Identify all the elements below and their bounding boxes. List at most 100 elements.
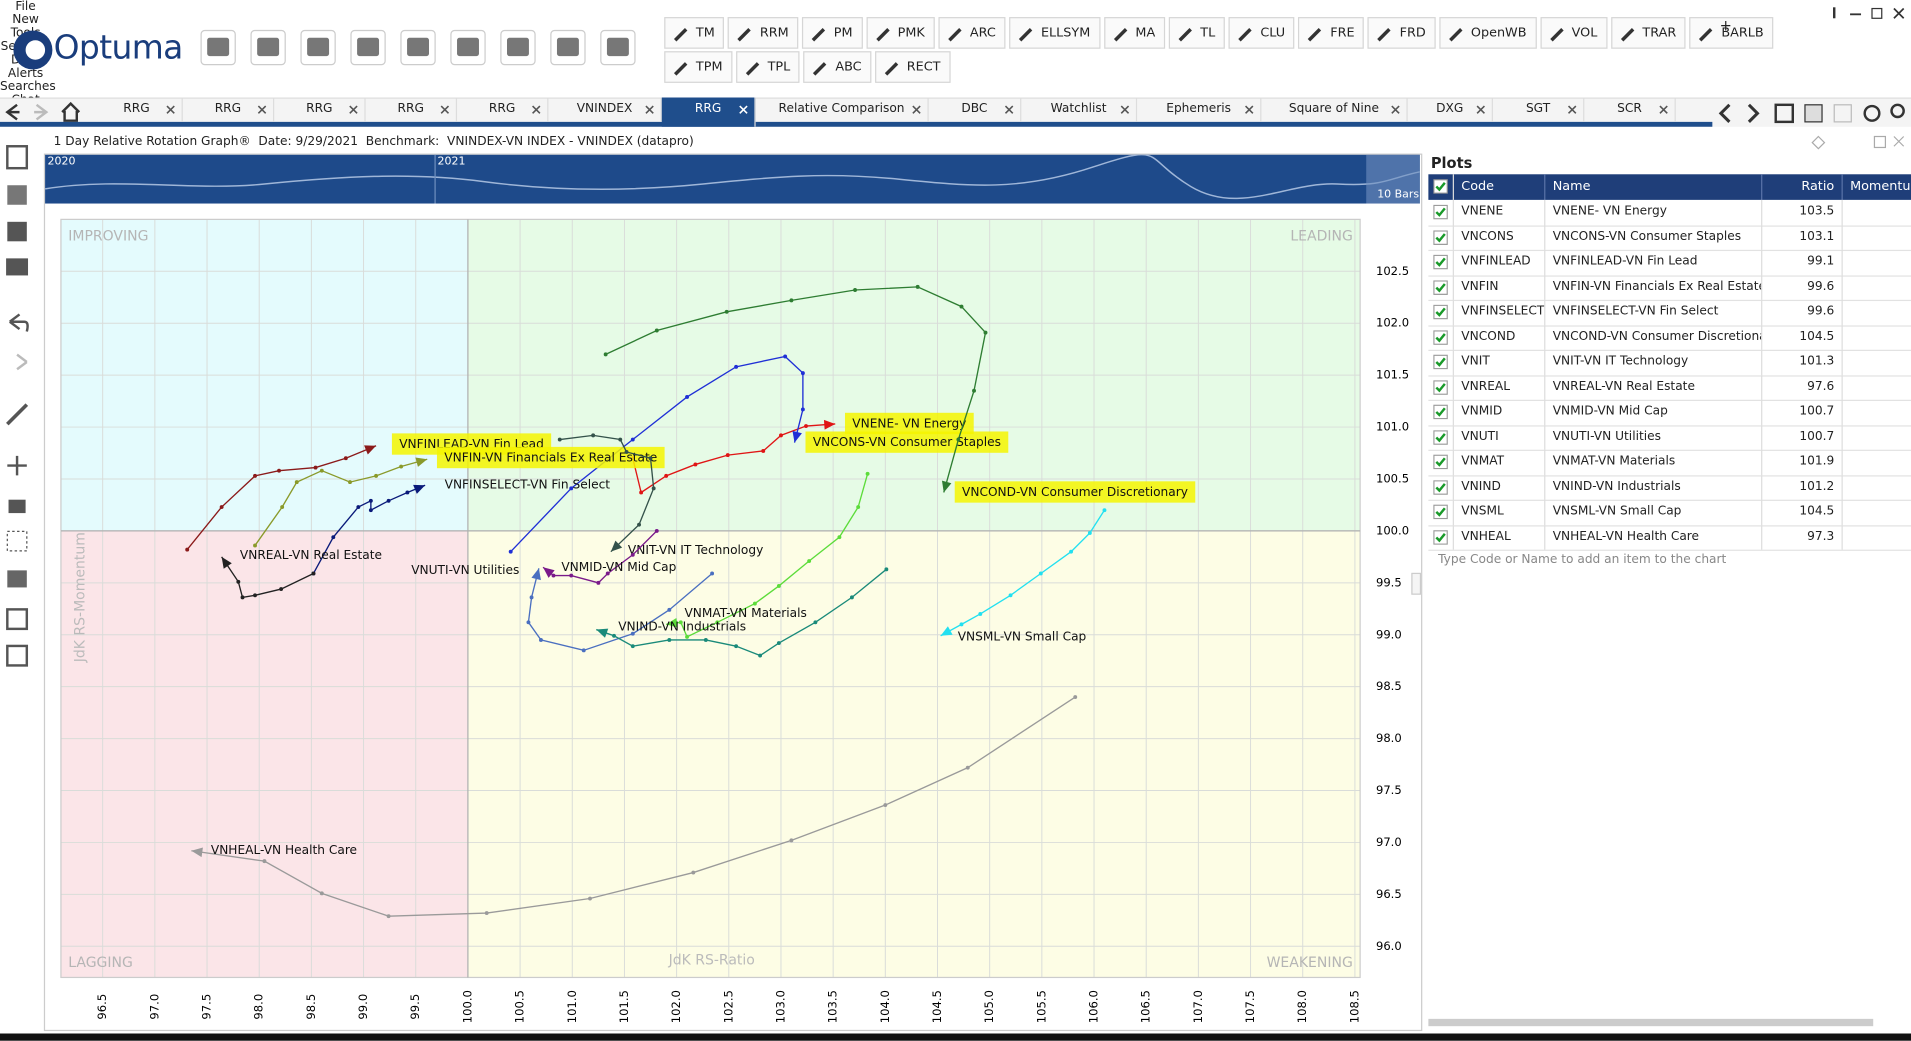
button-icon[interactable] xyxy=(497,27,538,68)
button-icon[interactable] xyxy=(347,27,388,68)
checkbox[interactable] xyxy=(1433,329,1448,345)
timeline[interactable] xyxy=(45,154,1420,204)
table-row[interactable]: VNMID VNMID-VN Mid Cap 100.7 xyxy=(1428,399,1911,426)
tab-close[interactable] xyxy=(645,105,655,115)
checkbox[interactable] xyxy=(1433,404,1448,420)
window-controls[interactable] xyxy=(1828,2,1908,24)
timeline-window[interactable] xyxy=(1366,154,1420,204)
tab-close[interactable] xyxy=(739,105,749,115)
main-button[interactable]: Alerts xyxy=(7,67,44,81)
tool-button[interactable]: RRM xyxy=(728,17,799,49)
tab[interactable]: RRG xyxy=(183,97,275,122)
tool-icon[interactable] xyxy=(6,644,29,667)
tab[interactable]: RRG xyxy=(457,97,549,122)
tab-close[interactable] xyxy=(1244,105,1254,115)
button-icon[interactable] xyxy=(447,27,488,68)
tool-icon[interactable] xyxy=(6,145,29,170)
panel-tools[interactable] xyxy=(1811,134,1909,151)
tab[interactable]: Square of Nine xyxy=(1261,97,1408,122)
tool-icon[interactable] xyxy=(6,258,29,276)
add-icon[interactable] xyxy=(7,455,27,476)
table-row[interactable]: VNREAL VNREAL-VN Real Estate 97.6 xyxy=(1428,374,1911,401)
close-icon[interactable] xyxy=(1893,7,1905,19)
table-row[interactable]: VNIT VNIT-VN IT Technology 101.3 xyxy=(1428,349,1911,376)
tab-close[interactable] xyxy=(1476,105,1486,115)
tool-button[interactable]: TRAR xyxy=(1610,17,1687,49)
tool-button[interactable]: BARLB xyxy=(1689,17,1774,49)
button-icon[interactable] xyxy=(397,27,438,68)
tab-close[interactable] xyxy=(531,105,541,115)
button-icon[interactable] xyxy=(297,27,338,68)
tab-close[interactable] xyxy=(166,105,176,115)
button-icon[interactable] xyxy=(197,27,238,68)
tab[interactable]: RRG xyxy=(366,97,458,122)
tab-close[interactable] xyxy=(1391,105,1401,115)
grid-icon[interactable] xyxy=(1804,104,1823,123)
main-button[interactable]: New xyxy=(12,13,39,27)
tool-button[interactable]: TPL xyxy=(735,51,801,83)
tab-close[interactable] xyxy=(1659,105,1669,115)
tool-button[interactable]: ABC xyxy=(803,51,872,83)
table-row[interactable]: VNCONS VNCONS-VN Consumer Staples 103.1 xyxy=(1428,224,1911,252)
panel-toggle[interactable] xyxy=(1411,572,1422,595)
forward-icon[interactable] xyxy=(34,103,49,121)
checkbox[interactable] xyxy=(1433,479,1448,495)
table-row[interactable]: VNENE VNENE- VN Energy 103.5 xyxy=(1428,199,1911,227)
undo-icon[interactable] xyxy=(9,313,29,332)
checkbox[interactable] xyxy=(1433,504,1448,520)
tab-close[interactable] xyxy=(349,105,359,115)
tab[interactable]: DBC xyxy=(929,97,1022,122)
tool-button[interactable]: TPM xyxy=(664,51,733,83)
tool-icon[interactable] xyxy=(7,570,27,588)
tab[interactable]: SCR xyxy=(1584,97,1676,122)
tab[interactable]: VNINDEX xyxy=(548,97,662,122)
table-row[interactable]: VNSML VNSML-VN Small Cap 104.5 xyxy=(1428,499,1911,526)
left-toolbar[interactable] xyxy=(0,137,39,685)
table-row[interactable]: VNFIN VNFIN-VN Financials Ex Real Estate 9… xyxy=(1428,274,1911,302)
checkbox[interactable] xyxy=(1433,454,1448,470)
add-tool[interactable]: + xyxy=(1719,17,1732,35)
column-header[interactable]: Code xyxy=(1454,174,1546,200)
checkbox[interactable] xyxy=(1433,204,1448,220)
tool-button[interactable]: TL xyxy=(1168,17,1225,49)
tool-button[interactable]: PMK xyxy=(865,17,935,49)
minimize-icon[interactable] xyxy=(1850,13,1862,16)
checkbox[interactable] xyxy=(1433,429,1448,445)
refresh-icon[interactable] xyxy=(1863,104,1881,122)
button-icon[interactable] xyxy=(547,27,588,68)
tool-icon[interactable] xyxy=(7,185,27,205)
maximize-icon[interactable] xyxy=(1871,7,1883,19)
tool-button[interactable]: RECT xyxy=(875,51,951,83)
table-row[interactable]: VNFINSELECT VNFINSELECT-VN Fin Select 99.6 xyxy=(1428,299,1911,327)
tab-close[interactable] xyxy=(440,105,450,115)
checkbox[interactable] xyxy=(1433,354,1448,370)
tab-close[interactable] xyxy=(912,105,922,115)
table-row[interactable]: VNFINLEAD VNFINLEAD-VN Fin Lead 99.1 xyxy=(1428,249,1911,277)
table-row[interactable]: VNCOND VNCOND-VN Consumer Discretionary 10… xyxy=(1428,324,1911,351)
main-button[interactable]: File xyxy=(15,0,36,14)
tab[interactable]: Relative Comparison xyxy=(756,97,929,122)
layout-icon[interactable] xyxy=(1774,103,1794,124)
checkbox[interactable] xyxy=(1433,179,1448,194)
tab[interactable]: RRG xyxy=(91,97,183,122)
tool-button[interactable]: PM xyxy=(802,17,863,49)
tab[interactable]: Watchlist xyxy=(1021,97,1138,122)
info-icon[interactable] xyxy=(1833,7,1836,19)
checkbox[interactable] xyxy=(1433,529,1448,545)
back-icon[interactable] xyxy=(5,103,20,121)
tab[interactable]: RRG xyxy=(661,97,756,127)
checkbox[interactable] xyxy=(1433,229,1448,245)
tab-close[interactable] xyxy=(1004,105,1014,115)
tab[interactable]: SGT xyxy=(1493,97,1585,122)
panel-icon[interactable] xyxy=(1873,135,1887,149)
tool-button[interactable]: ARC xyxy=(938,17,1006,49)
grid-tool-icon[interactable] xyxy=(6,530,28,552)
tab[interactable]: Ephemeris xyxy=(1137,97,1262,122)
tool-button[interactable]: ELLSYM xyxy=(1009,17,1101,49)
tool-button[interactable]: FRD xyxy=(1367,17,1436,49)
tool-button[interactable]: MA xyxy=(1103,17,1165,49)
tool-button[interactable]: TM xyxy=(664,17,725,49)
add-item-input[interactable]: Type Code or Name to add an item to the … xyxy=(1438,553,1727,567)
tool-button[interactable]: OpenWB xyxy=(1439,17,1537,49)
tab-tools[interactable] xyxy=(1712,100,1911,127)
